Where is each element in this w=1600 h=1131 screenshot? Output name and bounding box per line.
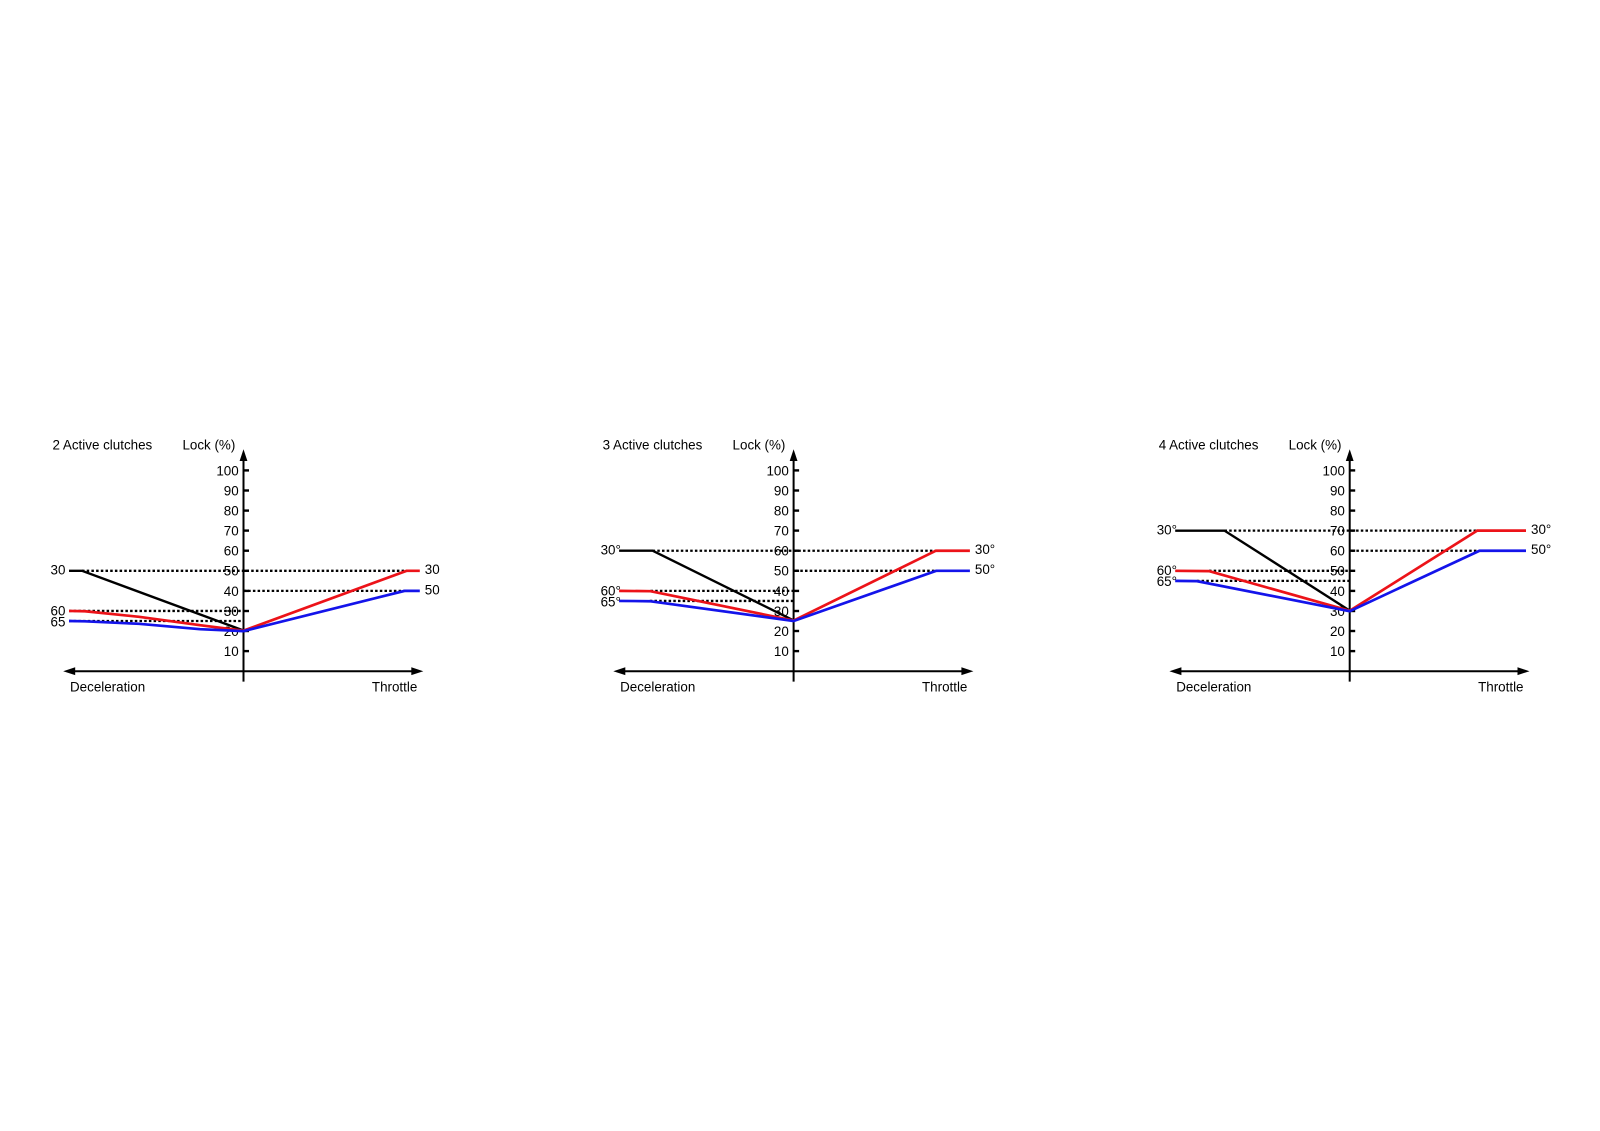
- svg-text:50: 50: [224, 564, 239, 579]
- svg-text:30: 30: [425, 562, 440, 577]
- svg-text:30°: 30°: [1157, 522, 1177, 537]
- svg-text:60: 60: [224, 544, 239, 559]
- svg-text:30°: 30°: [1531, 522, 1551, 537]
- svg-text:80: 80: [774, 504, 789, 519]
- svg-text:Deceleration: Deceleration: [70, 680, 145, 695]
- svg-text:90: 90: [774, 483, 789, 498]
- svg-text:Deceleration: Deceleration: [620, 680, 695, 695]
- svg-text:90: 90: [1330, 483, 1345, 498]
- svg-text:30: 30: [51, 563, 66, 578]
- svg-text:20: 20: [774, 624, 789, 639]
- svg-text:65°: 65°: [1157, 574, 1177, 589]
- svg-text:60°: 60°: [1157, 563, 1177, 578]
- svg-text:70: 70: [774, 524, 789, 539]
- svg-text:Throttle: Throttle: [372, 680, 417, 695]
- svg-text:80: 80: [224, 504, 239, 519]
- svg-text:30°: 30°: [975, 542, 995, 557]
- svg-text:65°: 65°: [601, 594, 621, 609]
- svg-text:50°: 50°: [1531, 542, 1551, 557]
- svg-text:10: 10: [1330, 644, 1345, 659]
- svg-text:Throttle: Throttle: [1478, 680, 1523, 695]
- svg-text:30°: 30°: [601, 542, 621, 557]
- svg-text:20: 20: [1330, 624, 1345, 639]
- svg-text:90: 90: [224, 483, 239, 498]
- svg-text:10: 10: [774, 644, 789, 659]
- svg-text:2 Active clutches: 2 Active clutches: [53, 437, 153, 452]
- svg-text:Deceleration: Deceleration: [1176, 680, 1251, 695]
- svg-text:40: 40: [224, 584, 239, 599]
- svg-text:4 Active clutches: 4 Active clutches: [1159, 437, 1259, 452]
- svg-text:65: 65: [51, 614, 66, 629]
- svg-text:3 Active clutches: 3 Active clutches: [603, 437, 703, 452]
- svg-text:Throttle: Throttle: [922, 680, 967, 695]
- svg-text:100: 100: [1323, 463, 1345, 478]
- svg-text:40: 40: [774, 584, 789, 599]
- svg-text:50: 50: [425, 582, 440, 597]
- svg-text:50: 50: [774, 564, 789, 579]
- svg-text:40: 40: [1330, 584, 1345, 599]
- svg-text:60°: 60°: [601, 583, 621, 598]
- svg-text:100: 100: [766, 463, 788, 478]
- svg-text:Lock (%): Lock (%): [182, 437, 235, 452]
- svg-text:80: 80: [1330, 504, 1345, 519]
- svg-text:50°: 50°: [975, 562, 995, 577]
- svg-text:60: 60: [1330, 544, 1345, 559]
- svg-text:10: 10: [224, 644, 239, 659]
- svg-text:100: 100: [216, 463, 238, 478]
- svg-text:Lock (%): Lock (%): [733, 437, 786, 452]
- svg-text:Lock (%): Lock (%): [1289, 437, 1342, 452]
- svg-text:70: 70: [224, 524, 239, 539]
- svg-text:60: 60: [51, 603, 66, 618]
